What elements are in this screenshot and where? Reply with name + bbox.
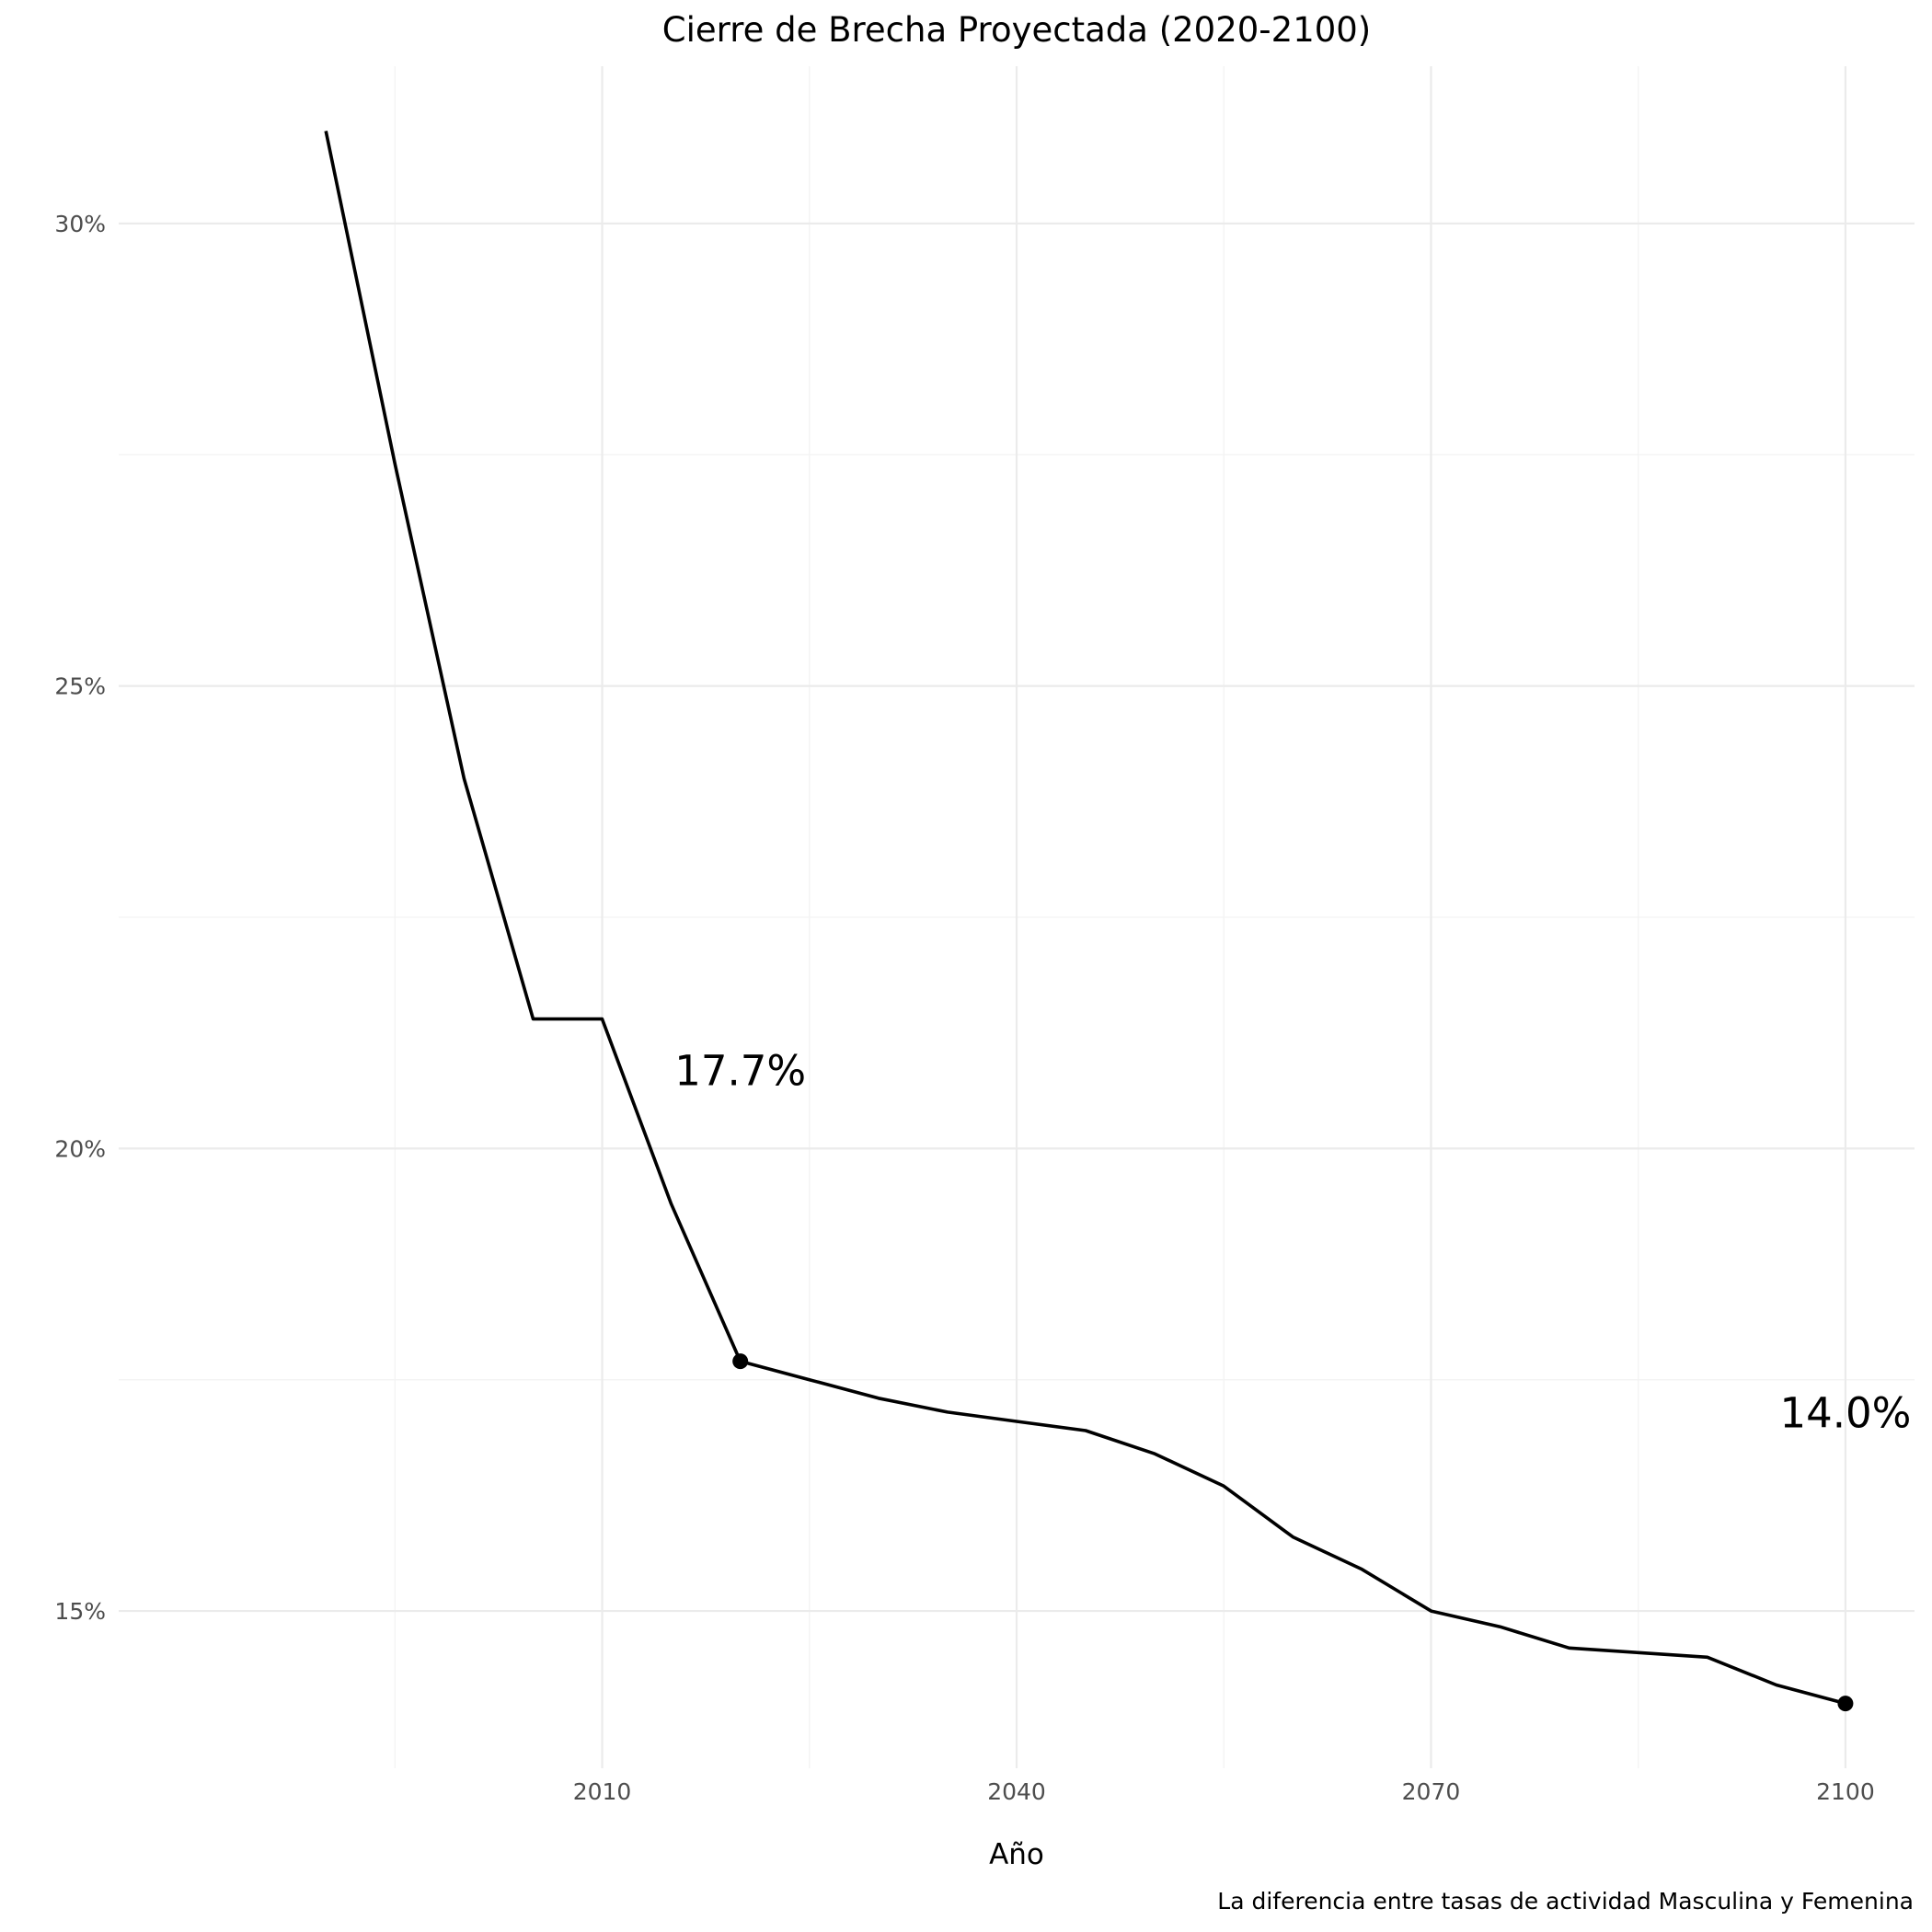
x-axis-title: Año <box>989 1838 1044 1871</box>
x-tick-label: 2010 <box>573 1778 632 1805</box>
y-tick-label: 15% <box>54 1598 106 1625</box>
data-label: 14.0% <box>1779 1389 1911 1438</box>
chart-caption: La diferencia entre tasas de actividad M… <box>1217 1888 1914 1915</box>
highlight-point <box>1837 1696 1854 1712</box>
data-label: 17.7% <box>674 1047 806 1096</box>
y-tick-label: 20% <box>54 1135 106 1162</box>
grid-lines <box>119 66 1915 1768</box>
y-tick-label: 30% <box>54 211 106 237</box>
annotations: 17.7% 14.0% <box>674 1047 1911 1438</box>
chart-title: Cierre de Brecha Proyectada (2020-2100) <box>662 10 1372 50</box>
x-tick-label: 2040 <box>987 1778 1046 1805</box>
x-tick-label: 2070 <box>1402 1778 1461 1805</box>
highlight-point <box>732 1353 749 1370</box>
y-tick-label: 25% <box>54 673 106 700</box>
series-layer <box>324 131 1846 1706</box>
highlight-points <box>732 1353 1854 1712</box>
x-axis-ticks: 2010 2040 2070 2100 <box>573 1778 1875 1805</box>
series-line <box>324 131 1846 1706</box>
y-axis-ticks: 15% 20% 25% 30% <box>54 211 106 1625</box>
x-tick-label: 2100 <box>1816 1778 1875 1805</box>
